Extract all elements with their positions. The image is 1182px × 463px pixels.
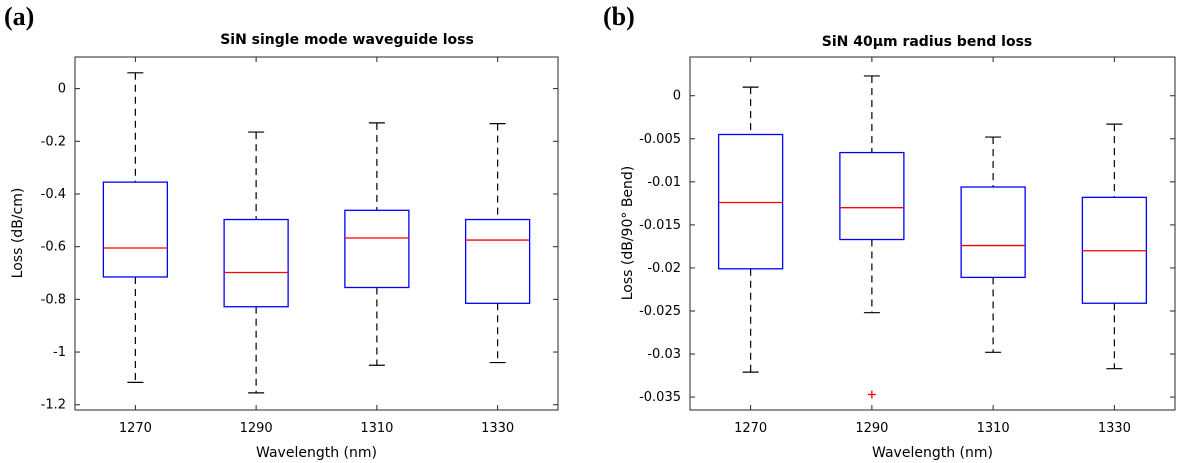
y-tick-label: -1.2 xyxy=(41,398,66,413)
x-tick-label: 1330 xyxy=(481,421,514,436)
y-tick-label: -0.03 xyxy=(647,347,681,362)
x-tick-label: 1310 xyxy=(360,421,393,436)
y-tick-label: -0.2 xyxy=(41,134,66,149)
x-axis-label: Wavelength (nm) xyxy=(872,445,993,461)
x-axis-label: Wavelength (nm) xyxy=(256,445,377,461)
chart-title: SiN 40μm radius bend loss xyxy=(822,34,1033,50)
iqr-box xyxy=(719,134,783,268)
box-1270 xyxy=(719,87,783,372)
y-tick-label: -0.025 xyxy=(639,304,681,319)
x-tick-label: 1290 xyxy=(855,421,888,436)
y-tick-label: -0.6 xyxy=(41,240,66,255)
y-tick-label: -0.005 xyxy=(639,132,681,147)
box-1270 xyxy=(103,73,167,383)
y-tick-label: -0.8 xyxy=(41,292,66,307)
x-tick-label: 1270 xyxy=(119,421,152,436)
box-1310 xyxy=(345,123,409,365)
iqr-box xyxy=(466,220,530,304)
y-axis-label: Loss (dB/90° Bend) xyxy=(620,166,636,301)
outlier-marker xyxy=(868,391,876,399)
iqr-box xyxy=(103,182,167,277)
y-tick-label: -0.035 xyxy=(639,390,681,405)
y-tick-label: 0 xyxy=(673,89,681,104)
chart-panel-a: SiN single mode waveguide loss 0 -0.2 -0.4… xyxy=(10,32,558,461)
y-tick-label: -0.4 xyxy=(41,187,66,202)
box-1290 xyxy=(224,132,288,393)
plot-frame xyxy=(75,57,558,410)
y-tick-label: 0 xyxy=(58,82,66,97)
iqr-box xyxy=(345,210,409,287)
x-tick-label: 1310 xyxy=(977,421,1010,436)
iqr-box xyxy=(840,153,904,240)
y-tick-label: -1 xyxy=(53,345,66,360)
box-1290 xyxy=(840,76,904,399)
chart-panel-b: SiN 40μm radius bend loss 0 -0.005 -0.01 -0… xyxy=(620,34,1175,461)
x-tick-label: 1270 xyxy=(734,421,767,436)
box-1330 xyxy=(1082,124,1146,369)
y-axis-label: Loss (dB/cm) xyxy=(10,188,26,279)
plot-frame xyxy=(690,57,1175,410)
y-tick-label: -0.02 xyxy=(647,261,681,276)
y-tick-label: -0.01 xyxy=(647,175,681,190)
box-1330 xyxy=(466,124,530,363)
y-tick-label: -0.015 xyxy=(639,218,681,233)
chart-title: SiN single mode waveguide loss xyxy=(220,32,474,48)
box-1310 xyxy=(961,137,1025,352)
x-tick-label: 1330 xyxy=(1098,421,1131,436)
iqr-box xyxy=(961,187,1025,277)
iqr-box xyxy=(224,220,288,307)
x-tick-label: 1290 xyxy=(240,421,273,436)
